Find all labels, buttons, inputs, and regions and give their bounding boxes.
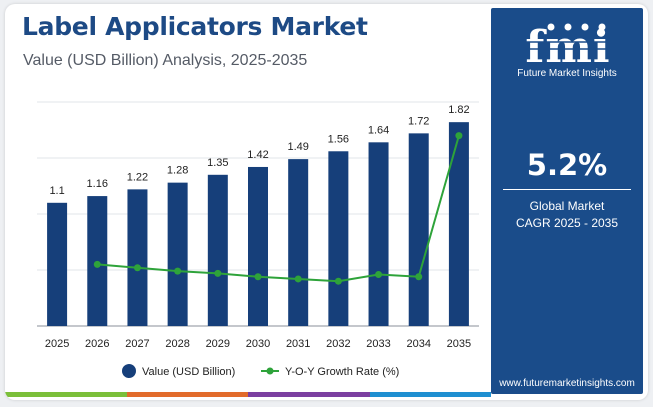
- x-tick-label: 2035: [447, 338, 471, 350]
- growth-line: [97, 135, 460, 283]
- cagr-label-line2: CAGR 2025 - 2035: [515, 216, 619, 230]
- growth-point: [133, 264, 141, 272]
- fmi-logo-icon: fmi: [521, 22, 615, 68]
- x-tick-label: 2030: [246, 338, 270, 350]
- cagr-label-line1: Global Market: [529, 199, 605, 213]
- x-tick-label: 2032: [326, 338, 350, 350]
- x-tick-label: 2034: [406, 338, 430, 350]
- x-tick-label: 2029: [206, 338, 230, 350]
- side-panel: fmi Future Market Insights 5.2% Global M…: [491, 8, 643, 394]
- footer-strip-segment: [126, 392, 248, 397]
- x-tick-label: 2028: [165, 338, 189, 350]
- chart-card: Label Applicators Market Value (USD Bill…: [5, 4, 648, 400]
- growth-point: [294, 275, 302, 283]
- website-link[interactable]: www.futuremarketinsights.com: [499, 378, 635, 389]
- chart-plot: 1.1 2025 1.16 2026 1.22 2027 1.28 2028 1.35 2029 1…: [37, 101, 479, 378]
- chart-subtitle: Value (USD Billion) Analysis, 2025-2035: [23, 52, 308, 69]
- bar-value-label: 1.82: [448, 104, 469, 116]
- bar: [408, 133, 429, 326]
- cagr-divider: [503, 189, 631, 190]
- bar-value-label: 1.56: [328, 133, 349, 145]
- x-tick-label: 2027: [125, 338, 149, 350]
- bar-value-label: 1.64: [368, 124, 389, 136]
- growth-point: [455, 132, 463, 140]
- bar-value-label: 1.49: [287, 141, 308, 153]
- bar: [328, 151, 349, 326]
- bar: [167, 182, 188, 326]
- growth-point: [375, 270, 383, 278]
- brand-name: Future Market Insights: [517, 68, 617, 79]
- legend-line-marker: [266, 367, 274, 375]
- bar-value-label: 1.72: [408, 115, 429, 127]
- footer-strip-segment: [369, 392, 491, 397]
- bar-value-label: 1.1: [49, 185, 64, 197]
- growth-point: [334, 277, 342, 285]
- bar-value-label: 1.35: [207, 157, 228, 169]
- growth-point: [214, 269, 222, 277]
- x-tick-label: 2031: [286, 338, 310, 350]
- bar-value-label: 1.28: [167, 165, 188, 177]
- legend-bar-swatch: [122, 364, 136, 378]
- x-tick-label: 2026: [85, 338, 109, 350]
- footer-strip-segment: [5, 392, 127, 397]
- x-tick-label: 2025: [45, 338, 69, 350]
- bar: [47, 202, 68, 326]
- legend-line-label: Y-O-Y Growth Rate (%): [285, 366, 399, 378]
- footer-strip-segment: [248, 392, 370, 397]
- bar: [448, 122, 469, 326]
- bar: [127, 189, 148, 326]
- bar: [368, 142, 389, 326]
- growth-point: [415, 273, 423, 281]
- growth-point: [254, 273, 262, 281]
- bar-value-label: 1.16: [87, 178, 108, 190]
- x-tick-label: 2033: [366, 338, 390, 350]
- chart-title: Label Applicators Market: [22, 12, 368, 41]
- bar-value-label: 1.42: [247, 149, 268, 161]
- bar: [288, 159, 309, 326]
- legend-bar-label: Value (USD Billion): [142, 366, 235, 378]
- bar: [248, 166, 268, 326]
- footer-color-strip: [5, 392, 491, 397]
- cagr-label: Global Market CAGR 2025 - 2035: [491, 198, 643, 232]
- growth-point: [93, 260, 101, 268]
- bar: [207, 174, 228, 326]
- bar-value-label: 1.22: [127, 171, 148, 183]
- growth-point: [174, 267, 182, 275]
- cagr-value: 5.2%: [526, 148, 608, 182]
